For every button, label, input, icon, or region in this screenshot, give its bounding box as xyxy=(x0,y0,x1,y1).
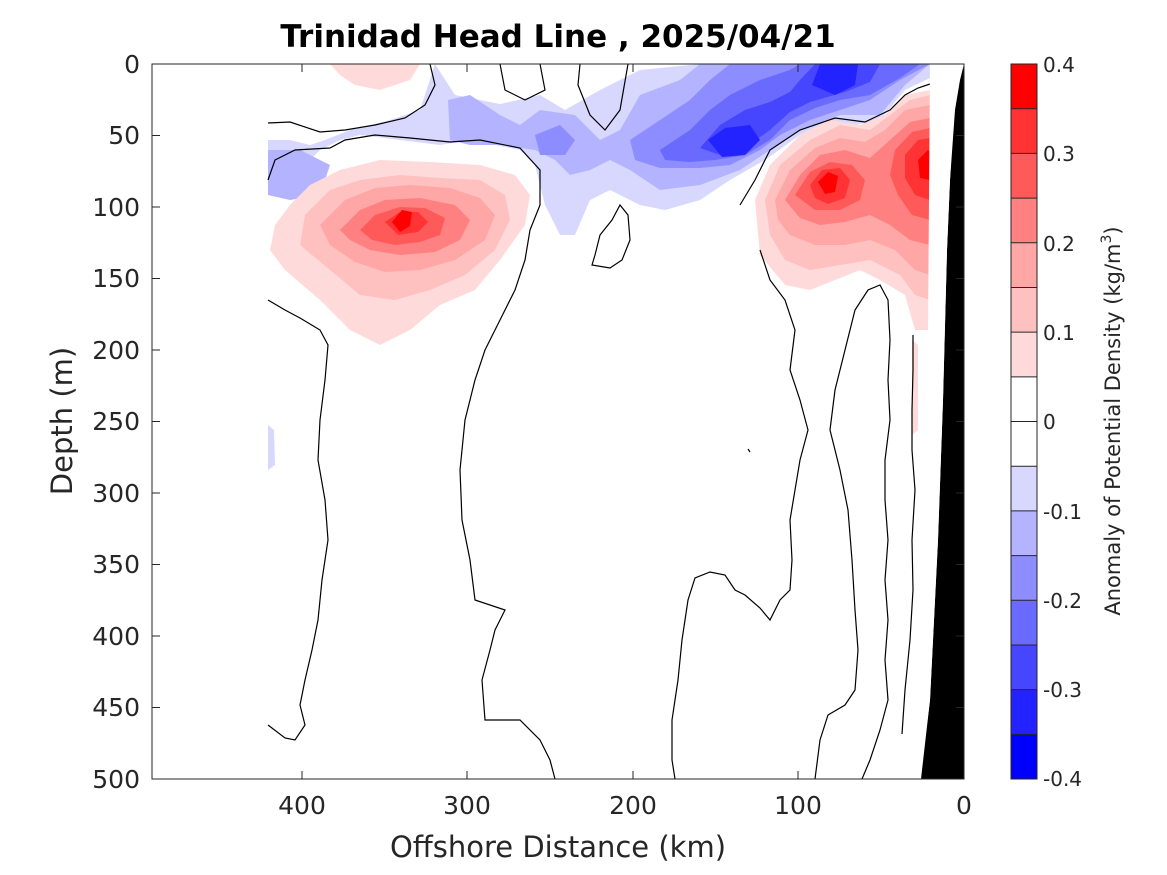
colorbar-tick-label: 0.4 xyxy=(1043,53,1075,77)
colorbar-swatch xyxy=(1011,466,1037,512)
y-tick-label: 100 xyxy=(92,193,140,222)
positive-anomaly-offshore xyxy=(270,160,530,345)
colorbar-tick-label: 0.2 xyxy=(1043,232,1075,256)
colorbar-swatch xyxy=(1011,555,1037,601)
x-tick-label: 300 xyxy=(443,791,491,820)
y-tick-label: 250 xyxy=(92,407,140,436)
negative-anomaly-field xyxy=(268,64,930,235)
colorbar-swatch xyxy=(1011,644,1037,691)
colorbar-tick-label: 0.1 xyxy=(1043,321,1075,345)
positive-level-0.35 xyxy=(392,210,412,232)
y-tick-label: 450 xyxy=(92,693,140,722)
positive-level-0.3-nearshore xyxy=(810,138,930,204)
data-gap-coast xyxy=(925,64,964,740)
positive-patch-surface xyxy=(330,64,420,90)
colorbar-label: Anomaly of Potential Density (kg/m3) xyxy=(1099,226,1125,615)
y-axis-label: Depth (m) xyxy=(45,347,79,495)
bathymetry-mask xyxy=(921,64,964,779)
plot-area xyxy=(152,64,964,779)
colorbar-swatch xyxy=(1011,734,1037,780)
y-tick-label: 350 xyxy=(92,550,140,579)
colorbar-swatch xyxy=(1011,153,1037,199)
colorbar-tick-label: -0.3 xyxy=(1043,678,1082,702)
y-tick-label: 300 xyxy=(92,479,140,508)
y-tick-label: 400 xyxy=(92,622,140,651)
colorbar-swatch xyxy=(1011,376,1037,422)
y-tick-label: 150 xyxy=(92,264,140,293)
zero-contour-lines xyxy=(267,64,931,779)
x-tick-label: 200 xyxy=(609,791,657,820)
colorbar-swatch xyxy=(1011,510,1037,557)
colorbar-tick-label: -0.1 xyxy=(1043,500,1082,524)
chart-title: Trinidad Head Line , 2025/04/21 xyxy=(280,19,835,55)
colorbar: 0.4 0.3 0.2 0.1 0 -0.1 -0.2 -0.3 -0.4 An… xyxy=(1010,53,1125,791)
colorbar-swatch xyxy=(1011,332,1037,378)
y-tick-label: 0 xyxy=(124,50,140,79)
colorbar-tick-label: -0.2 xyxy=(1043,589,1082,613)
y-axis: 0 50 100 150 200 250 300 350 400 450 500… xyxy=(45,50,964,794)
negative-level-0.3 xyxy=(708,64,858,157)
colorbar-tick-label: 0 xyxy=(1043,410,1056,434)
y-tick-label: 50 xyxy=(108,121,140,150)
y-tick-label: 200 xyxy=(92,336,140,365)
colorbar-swatch xyxy=(1011,600,1037,646)
positive-level-0.35-nearshore xyxy=(818,150,930,194)
colorbar-swatch xyxy=(1011,689,1037,735)
x-axis: 400 300 200 100 0 Offshore Distance (km) xyxy=(278,64,972,864)
colorbar-swatch xyxy=(1011,287,1037,333)
colorbar-swatch xyxy=(1011,421,1037,467)
colorbar-tick-label: -0.4 xyxy=(1043,767,1082,791)
positive-anomaly-nearshore xyxy=(755,90,930,330)
colorbar-swatch xyxy=(1011,242,1037,288)
x-tick-label: 400 xyxy=(278,791,326,820)
colorbar-swatches xyxy=(1011,64,1037,780)
colorbar-tick-label: 0.3 xyxy=(1043,142,1075,166)
x-axis-label: Offshore Distance (km) xyxy=(390,830,726,864)
colorbar-swatch xyxy=(1011,198,1037,244)
x-tick-label: 0 xyxy=(956,791,972,820)
negative-patch-deep xyxy=(268,425,275,470)
x-tick-label: 100 xyxy=(774,791,822,820)
y-tick-label: 500 xyxy=(92,765,140,794)
colorbar-swatch xyxy=(1011,108,1037,154)
colorbar-swatch xyxy=(1011,64,1037,110)
